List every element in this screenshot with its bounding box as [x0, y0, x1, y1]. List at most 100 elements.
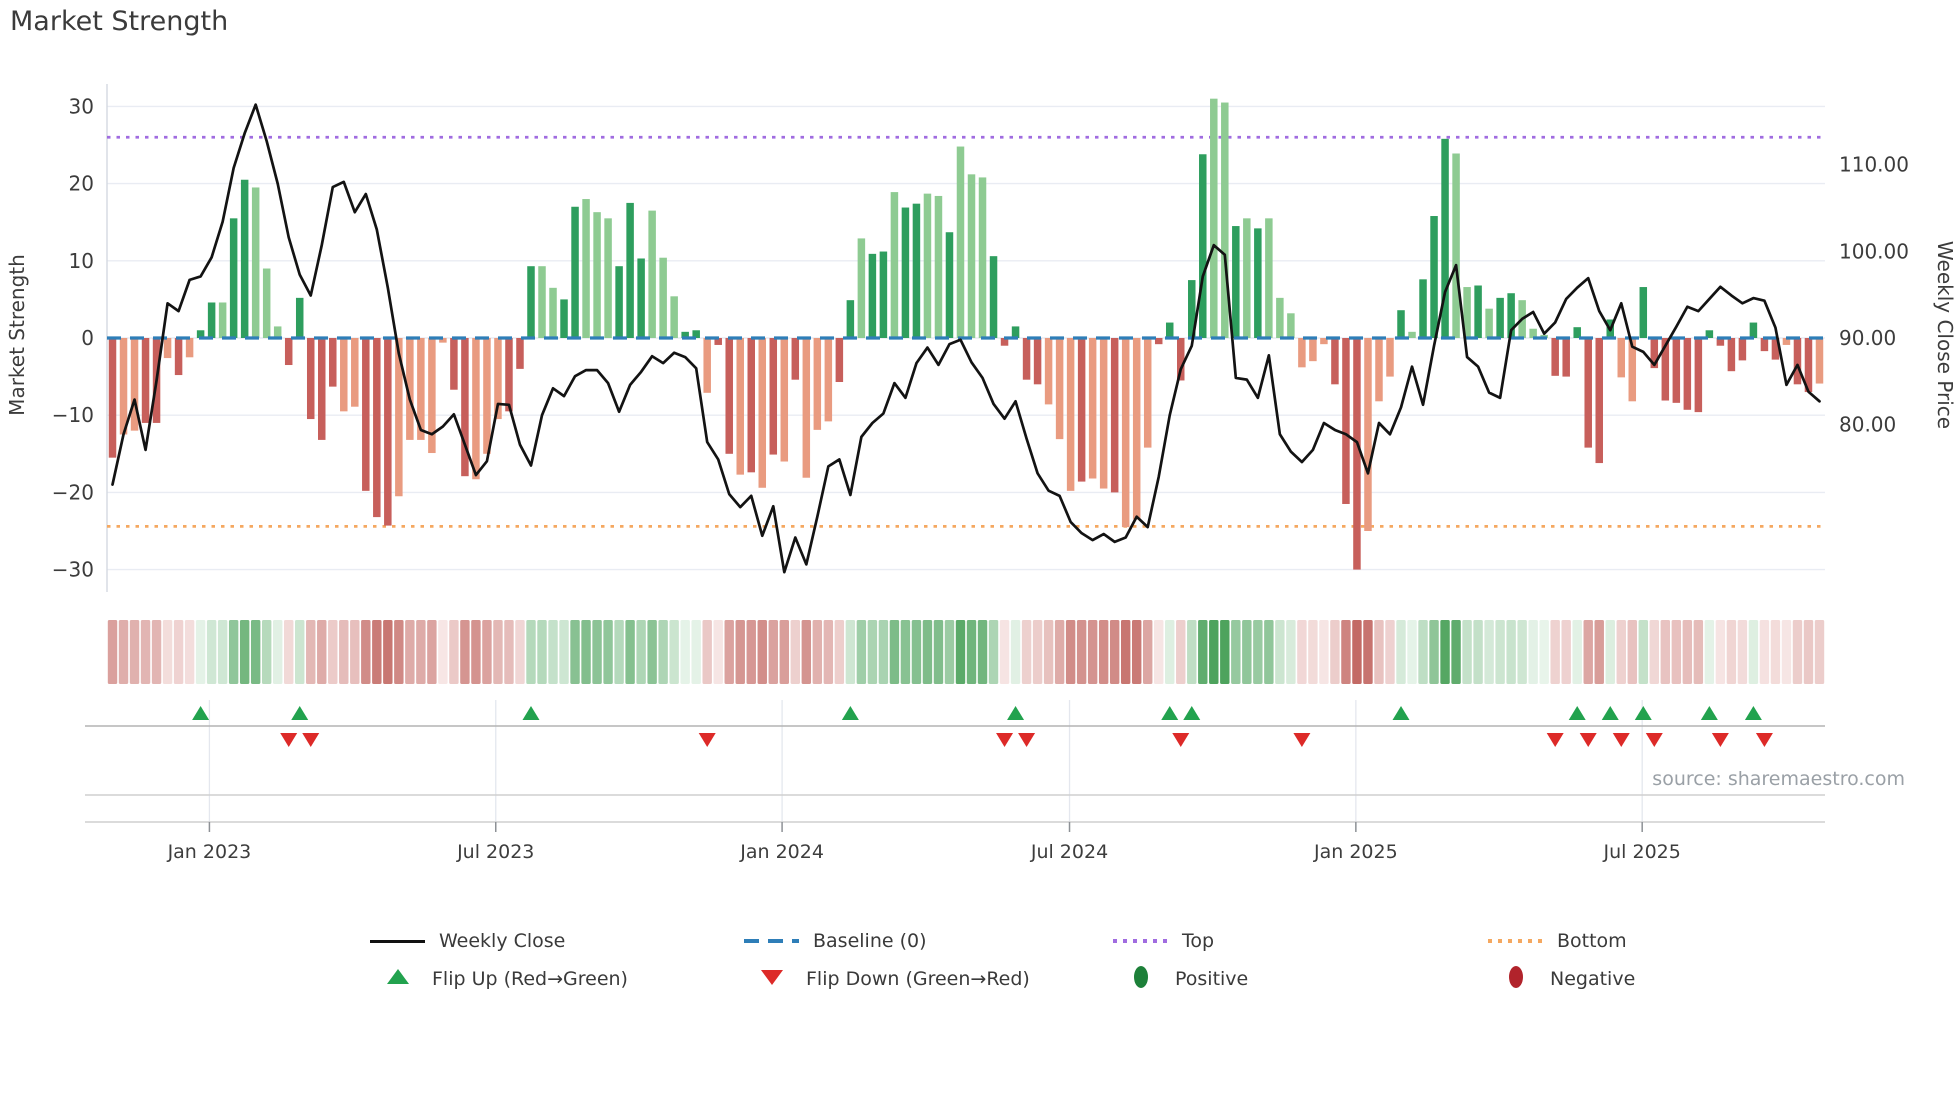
strength-bar [1595, 338, 1603, 464]
heatmap-cell [691, 620, 701, 684]
strength-bar [1474, 285, 1482, 338]
strength-bar [483, 338, 491, 454]
legend-item-flip-up: Flip Up (Red→Green) [378, 966, 628, 992]
heatmap-cell [1627, 620, 1637, 684]
strength-bar [1727, 338, 1736, 372]
strength-bar [1199, 154, 1207, 338]
heatmap-cell [1594, 620, 1604, 684]
heatmap-cell [1616, 620, 1626, 684]
strength-bar [229, 218, 238, 338]
heatmap-cell [162, 620, 173, 684]
heatmap-cell [1737, 620, 1748, 684]
strength-bar [1121, 338, 1130, 528]
flip-up-marker [1161, 706, 1179, 720]
heatmap-cell [284, 620, 294, 684]
strength-bar [1408, 331, 1416, 338]
strength-bar [439, 338, 447, 343]
strength-bar [295, 297, 304, 338]
strength-bar [1033, 338, 1042, 385]
strength-bar [560, 299, 568, 338]
strength-bar [593, 212, 601, 338]
heatmap-cell [1319, 620, 1329, 684]
strength-bar [582, 199, 590, 338]
strength-bar [1804, 338, 1813, 393]
x-axis-tick-label: Jan 2025 [1313, 841, 1398, 863]
legend-label: Negative [1550, 968, 1636, 990]
heatmap-cell [449, 620, 459, 684]
strength-bar [306, 338, 315, 420]
strength-bar [163, 338, 172, 359]
strength-bar [780, 338, 789, 462]
heatmap-cell [801, 620, 812, 684]
heatmap-cell [845, 620, 856, 684]
heatmap-cell [812, 620, 823, 684]
strength-bar [1507, 293, 1515, 338]
legend-label: Baseline (0) [813, 930, 927, 952]
heatmap-cell [1550, 620, 1560, 684]
legend-label: Top [1182, 930, 1215, 952]
flip-down-marker [1645, 733, 1663, 747]
heatmap-cell [1352, 620, 1362, 684]
heatmap-cell [1693, 620, 1704, 684]
strength-bar [1066, 338, 1075, 491]
strength-bar [516, 338, 524, 369]
heatmap-cell [966, 620, 977, 684]
heatmap-cell [1748, 620, 1759, 684]
y-left-tick-label: 30 [69, 94, 94, 118]
heatmap-cell [1220, 620, 1230, 684]
heatmap-cell [779, 620, 789, 684]
heatmap-cell [581, 620, 591, 684]
flip-up-marker [1601, 706, 1619, 720]
strength-bar [1683, 338, 1692, 410]
y-right-tick-label: 80.00 [1839, 413, 1896, 437]
heatmap-cell [328, 620, 338, 684]
heatmap-cell [438, 620, 448, 684]
flip-down-marker [1018, 733, 1036, 747]
strength-bar [428, 338, 436, 454]
heatmap-cell [944, 620, 955, 684]
heatmap-cell [1781, 620, 1792, 684]
heatmap-cell [1539, 620, 1549, 684]
strength-bar [472, 338, 480, 480]
y-right-tick-label: 100.00 [1839, 239, 1909, 263]
heatmap-cell [1264, 620, 1274, 684]
heatmap-cell [372, 620, 382, 684]
heatmap-cell [867, 620, 878, 684]
heatmap-cell [1065, 620, 1076, 684]
heatmap-cell [592, 620, 602, 684]
heatmap-cell [173, 620, 184, 684]
strength-bar [1055, 338, 1064, 440]
heatmap-cell [1021, 620, 1032, 684]
strength-bar [1077, 338, 1086, 482]
legend-item-positive: Positive [1121, 966, 1248, 992]
flip-up-marker [1007, 706, 1025, 720]
strength-bar [1099, 338, 1108, 489]
heatmap-cell [140, 620, 151, 684]
heatmap-cell [1517, 620, 1527, 684]
legend-label: Bottom [1557, 930, 1627, 952]
heatmap-cell [1396, 620, 1406, 684]
flip-down-marker [1579, 733, 1597, 747]
strength-bar [802, 338, 811, 478]
heatmap-cell [295, 620, 305, 684]
strength-bar [1276, 297, 1284, 338]
heatmap-cell [1803, 620, 1814, 684]
strength-bar [1265, 218, 1273, 338]
heatmap-cell [548, 620, 558, 684]
heatmap-cell [427, 620, 437, 684]
strength-bar [692, 330, 700, 338]
heatmap-cell [746, 620, 756, 684]
heatmap-cell [383, 620, 393, 684]
heatmap-cell [1649, 620, 1660, 684]
flip-up-marker [1568, 706, 1586, 720]
x-axis-tick-label: Jan 2023 [167, 841, 252, 863]
strength-bar [1738, 338, 1747, 361]
strength-bar [1650, 338, 1659, 369]
heatmap-cell [184, 620, 195, 684]
strength-bar [240, 179, 249, 338]
heatmap-cell [900, 620, 911, 684]
flip-down-marker [1546, 733, 1564, 747]
heatmap-cell [1275, 620, 1285, 684]
heatmap-cell [129, 620, 140, 684]
heatmap-cell [1176, 620, 1186, 684]
